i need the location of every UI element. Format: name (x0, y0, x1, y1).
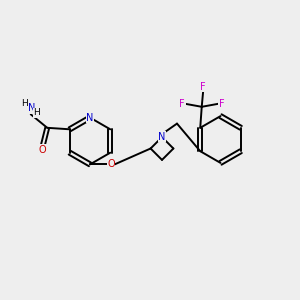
Text: H: H (33, 108, 40, 117)
Text: N: N (158, 131, 166, 142)
Text: F: F (179, 99, 185, 109)
Text: O: O (107, 159, 115, 170)
Text: F: F (200, 82, 206, 92)
Text: F: F (219, 99, 225, 109)
Text: H: H (21, 99, 28, 108)
Text: O: O (39, 145, 46, 155)
Text: N: N (86, 112, 94, 123)
Text: N: N (28, 103, 35, 113)
